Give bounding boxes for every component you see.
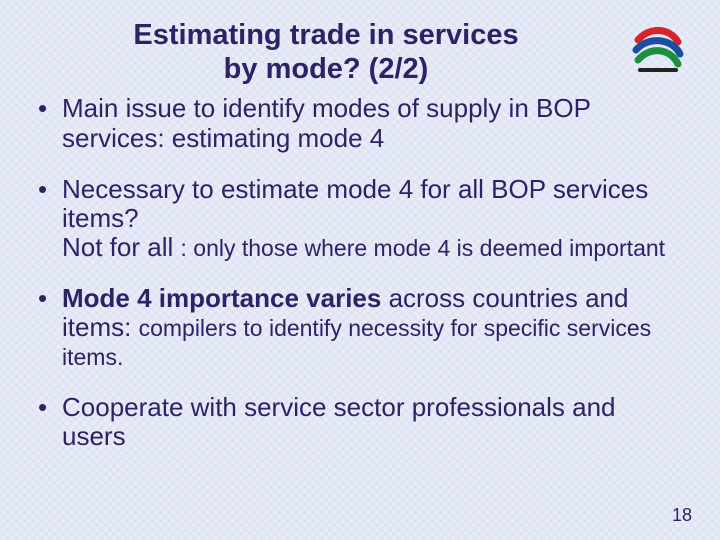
bullet-item: Cooperate with service sector profession…	[34, 393, 686, 451]
slide-title: Estimating trade in services by mode? (2…	[34, 18, 618, 86]
bullet-item: Necessary to estimate mode 4 for all BOP…	[34, 175, 686, 262]
bullet-item: Main issue to identify modes of supply i…	[34, 94, 686, 152]
title-line-1: Estimating trade in services	[133, 19, 518, 51]
bullet-text-segment: Mode 4 importance varies	[62, 283, 381, 313]
bullet-text-segment: Cooperate with service sector profession…	[62, 392, 616, 451]
bullet-text-segment: Main issue to identify modes of supply i…	[62, 93, 590, 152]
slide-header: Estimating trade in services by mode? (2…	[34, 18, 686, 86]
bullet-text-segment: Not for all	[62, 232, 181, 262]
bullet-list: Main issue to identify modes of supply i…	[34, 94, 686, 451]
bullet-text-segment: Necessary to estimate mode 4 for all BOP…	[62, 174, 648, 233]
wto-logo-icon	[630, 20, 686, 76]
bullet-text-segment: compilers to identify necessity for spec…	[62, 315, 651, 370]
title-line-2: by mode? (2/2)	[224, 53, 429, 85]
bullet-text-segment: : only those where mode 4 is deemed impo…	[181, 235, 666, 261]
bullet-item: Mode 4 importance varies across countrie…	[34, 284, 686, 371]
page-number: 18	[672, 505, 692, 526]
